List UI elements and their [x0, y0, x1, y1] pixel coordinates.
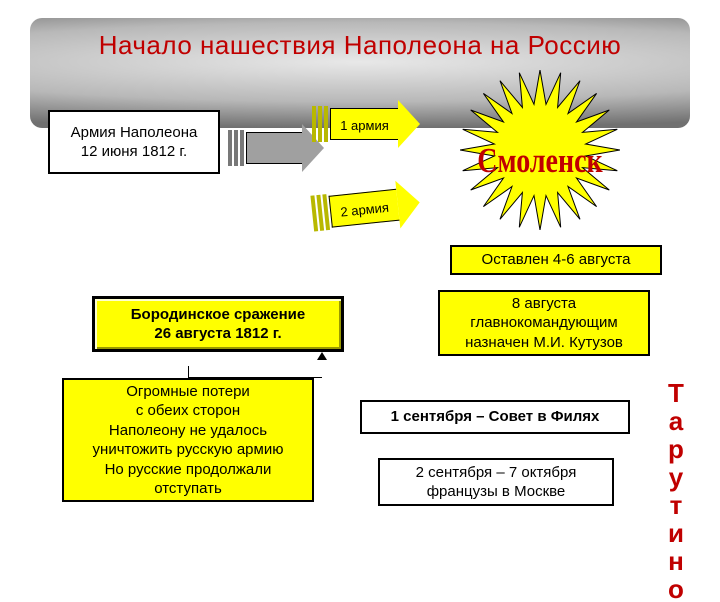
arrow-army1: 1 армия: [312, 100, 420, 148]
box-line: Бородинское сражение: [131, 305, 305, 325]
box-line: Но русские продолжали: [105, 460, 272, 480]
box-line: назначен М.И. Кутузов: [465, 333, 623, 353]
page-title: Начало нашествия Наполеона на Россию: [0, 30, 720, 61]
box-losses: Огромные потери с обеих сторон Наполеону…: [62, 378, 314, 502]
box-borodino: Бородинское сражение 26 августа 1812 г.: [92, 296, 344, 352]
box-left-abandoned: Оставлен 4-6 августа: [450, 245, 662, 275]
box-line: отступать: [154, 479, 222, 499]
box-line: главнокомандующим: [470, 313, 617, 333]
vertical-text-tarutino: Тарутино: [660, 378, 691, 602]
box-line: Армия Наполеона: [71, 123, 198, 143]
box-line: французы в Москве: [427, 482, 566, 502]
box-line: 26 августа 1812 г.: [154, 324, 281, 344]
box-line: с обеих сторон: [136, 401, 240, 421]
box-line: 12 июня 1812 г.: [81, 142, 187, 162]
connector-arrowhead: [317, 352, 327, 360]
box-line: 2 сентября – 7 октября: [416, 463, 577, 483]
connector-losses-borodino: [188, 366, 322, 378]
star-smolensk: Смоленск: [460, 70, 620, 230]
box-line: 8 августа: [512, 294, 576, 314]
svg-text:Смоленск: Смоленск: [477, 141, 603, 180]
box-kutuzov: 8 августа главнокомандующим назначен М.И…: [438, 290, 650, 356]
arrow-grey: [228, 124, 324, 172]
box-line: Оставлен 4-6 августа: [482, 250, 631, 270]
box-line: Наполеону не удалось: [109, 421, 267, 441]
box-napoleon-army: Армия Наполеона 12 июня 1812 г.: [48, 110, 220, 174]
box-line: уничтожить русскую армию: [93, 440, 284, 460]
box-line: 1 сентября – Совет в Филях: [391, 407, 600, 427]
arrow-army2: 2 армия: [310, 178, 422, 237]
box-fili-council: 1 сентября – Совет в Филях: [360, 400, 630, 434]
box-french-moscow: 2 сентября – 7 октября французы в Москве: [378, 458, 614, 506]
box-line: Огромные потери: [126, 382, 250, 402]
